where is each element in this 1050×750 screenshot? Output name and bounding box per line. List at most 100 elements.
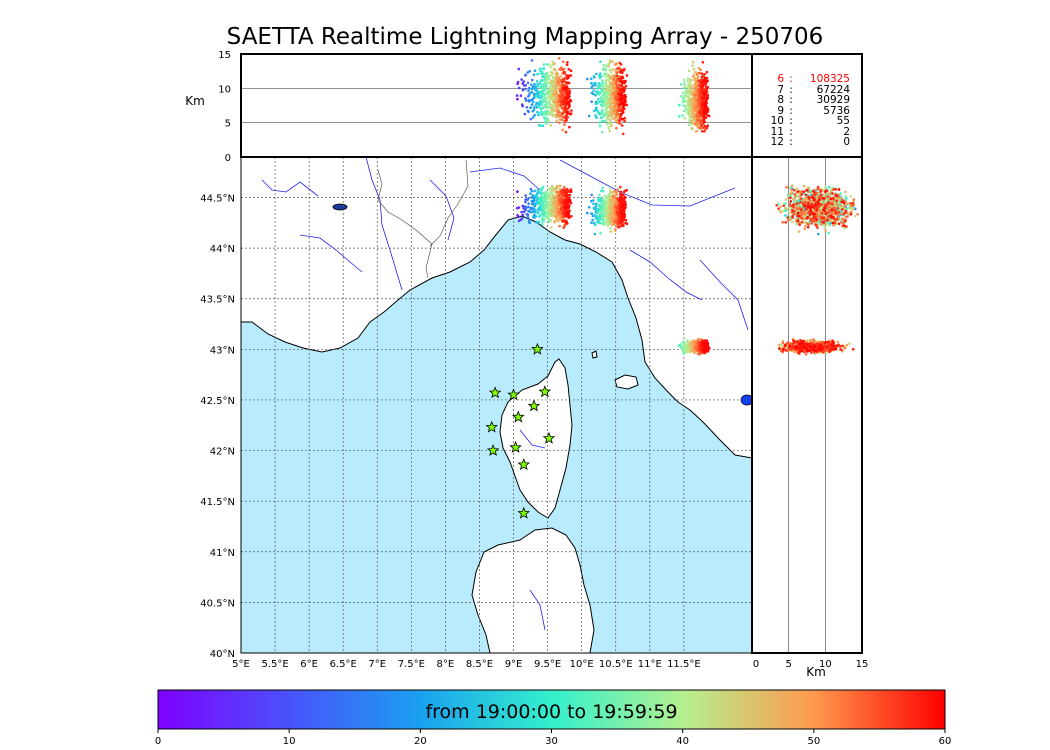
lightning-source [527, 202, 530, 205]
lightning-source [522, 80, 525, 83]
lightning-source [598, 193, 601, 197]
lightning-source [515, 206, 519, 210]
lightning-source [696, 338, 700, 341]
lightning-source [557, 80, 560, 84]
lightning-source [555, 90, 559, 94]
lightning-source [786, 193, 790, 197]
lightning-source [692, 113, 696, 117]
lightning-source [534, 85, 538, 88]
lightning-source [826, 197, 829, 201]
lightning-source [563, 198, 566, 202]
lightning-source [623, 119, 626, 123]
lightning-source [683, 83, 686, 86]
lightning-source [553, 210, 556, 214]
lightning-source [615, 72, 619, 75]
lightning-source [524, 198, 527, 201]
lightning-source [565, 221, 568, 224]
lightning-source [560, 207, 563, 211]
lightning-source [682, 109, 686, 113]
map-x-ticks: 5°E 5.5°E 6°E 6.5°E 7°E 7.5°E 8°E 8.5°E 9°E 9.5°E… [232, 659, 701, 670]
lat-alt-lightning-points [775, 184, 859, 356]
lightning-source [608, 85, 612, 89]
lightning-source [599, 231, 602, 235]
lightning-source [806, 186, 810, 190]
lightning-source [790, 190, 793, 194]
lightning-source [618, 221, 622, 225]
lightning-source [682, 91, 685, 95]
lightning-source [540, 107, 544, 110]
lightning-source [555, 210, 559, 214]
lightning-source [560, 100, 564, 103]
lightning-source [533, 204, 536, 207]
lightning-source [614, 205, 618, 209]
lightning-source [602, 113, 605, 117]
lightning-source [618, 198, 621, 202]
lightning-source [687, 123, 691, 127]
lightning-source [536, 110, 539, 114]
lightning-source [536, 96, 540, 99]
lightning-source [602, 203, 606, 207]
lightning-source [561, 128, 564, 132]
lightning-source [612, 195, 615, 198]
lightning-source [852, 207, 855, 211]
lightning-source [528, 70, 531, 73]
lightning-source [619, 219, 623, 223]
lightning-source [520, 216, 524, 220]
lightning-source [541, 100, 544, 103]
lightning-source [698, 111, 701, 114]
lightning-source [526, 81, 530, 85]
lightning-source [543, 112, 546, 116]
lightning-source [696, 125, 699, 129]
lightning-source [562, 213, 566, 216]
lightning-source [623, 212, 626, 216]
lightning-source [614, 219, 618, 223]
lightning-source [593, 109, 596, 113]
lightning-source [679, 345, 683, 349]
lightning-source [593, 82, 597, 86]
lightning-source [618, 119, 621, 122]
lightning-source [545, 78, 549, 82]
lightning-source [789, 218, 792, 221]
lightning-source [563, 102, 566, 106]
lightning-source [563, 71, 566, 75]
lightning-source [527, 218, 531, 222]
lightning-source [561, 88, 565, 91]
lightning-source [837, 188, 841, 191]
lightning-source [689, 116, 692, 119]
lightning-source [527, 110, 530, 114]
lightning-source [549, 219, 553, 222]
lightning-source [856, 213, 859, 216]
lightning-source [547, 217, 551, 221]
lightning-source [603, 97, 606, 101]
lightning-source [692, 68, 696, 71]
lightning-source [559, 75, 563, 78]
lightning-source [619, 190, 623, 194]
lightning-source [556, 190, 559, 194]
lightning-source [832, 188, 835, 191]
lightning-source [603, 72, 606, 76]
lightning-source [623, 98, 626, 101]
lightning-source [785, 185, 788, 189]
lightning-source [540, 113, 544, 116]
lightning-source [594, 214, 597, 217]
lightning-source [568, 125, 571, 129]
lightning-source [565, 214, 568, 218]
lightning-source [703, 76, 707, 80]
lightning-source [829, 219, 832, 223]
lightning-source [851, 201, 855, 205]
lightning-source [606, 123, 609, 126]
station-star [488, 386, 502, 399]
lightning-source [536, 198, 540, 201]
lightning-source [609, 107, 613, 111]
lightning-source [706, 124, 709, 127]
lightning-source [594, 94, 597, 97]
station-star [509, 440, 522, 453]
lightning-source [552, 93, 555, 96]
map-lightning-points [515, 184, 711, 356]
lightning-source [596, 90, 599, 93]
lightning-source [536, 188, 540, 192]
lightning-source [620, 93, 624, 97]
lightning-source [605, 87, 608, 91]
lightning-source [533, 189, 536, 193]
lightning-source [598, 74, 601, 78]
